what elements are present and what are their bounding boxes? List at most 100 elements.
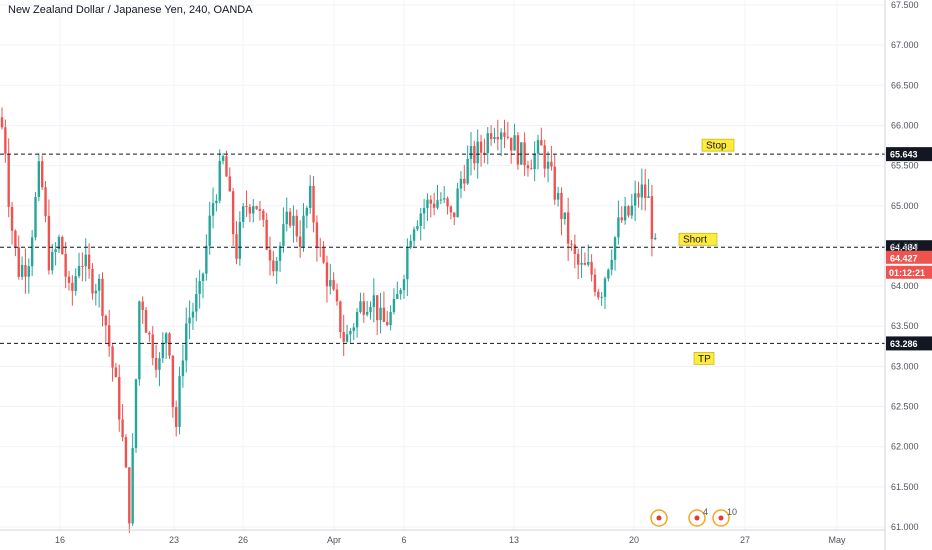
x-tick-label: 27 [740,535,750,545]
candle-body [516,135,520,165]
candle-body [221,156,225,161]
x-tick-label: 23 [169,535,179,545]
candle-body [379,307,382,321]
candle-body [319,247,322,249]
candle-body [91,268,94,294]
candle-body [443,198,446,200]
candle-body [27,266,30,277]
candle-body [483,152,486,154]
candle-body [496,136,499,140]
annotation-short[interactable] [678,232,718,246]
candle-body [473,146,476,164]
level-price-tag [886,240,932,255]
candle-body [121,419,124,438]
candle-body [138,301,141,380]
candle-body [144,309,148,333]
candle-body [570,243,573,245]
candle-body [359,301,362,312]
x-tick-label: 26 [238,535,248,545]
event-badge-count: 4 [703,507,708,517]
candle-body [372,295,376,307]
candle-body [168,333,171,356]
candle-body [171,355,175,408]
candle-body [587,261,590,265]
candle-body [392,298,396,312]
candle-body [550,161,553,167]
candle-body [84,254,87,267]
candle-body [563,212,566,220]
candle-body [389,311,392,326]
candle-body [282,224,285,246]
candle-body [20,265,24,277]
candle-body [332,280,335,290]
candle-body [453,212,456,218]
candle-body [218,160,221,201]
chart-grid [0,0,885,530]
y-tick-label: 63.000 [891,361,919,371]
candle-body [245,206,248,208]
candle-body [51,251,54,271]
candle-body [399,290,402,294]
candle-body [654,237,657,240]
candle-body [543,145,546,169]
candle-body [248,206,252,214]
candle-body [278,245,282,261]
candle-body [225,156,228,177]
candle-body [302,215,305,247]
candle-body [34,196,37,238]
candle-body [195,293,198,312]
event-dot-icon [718,515,724,521]
y-tick-label: 61.000 [891,522,919,532]
candle-body [128,467,131,524]
candle-body [215,200,218,204]
event-badge-count: 10 [727,507,737,517]
candle-body [590,261,593,275]
x-tick-label: 6 [401,535,406,545]
candle-body [362,301,365,315]
annotation-stop[interactable] [701,138,735,152]
candle-body [613,237,617,260]
candle-body [47,215,51,271]
event-badges: 4 10 [650,507,737,527]
candle-body [312,185,315,223]
candle-body [506,136,510,138]
last-price-label: 64.427 [890,253,918,263]
candle-body [322,247,325,263]
candle-body [396,293,399,299]
candle-body [382,307,386,322]
candle-body [268,249,272,261]
candle-body [603,278,607,297]
candle-body [436,200,439,208]
candle-body [633,193,637,206]
candle-body [305,207,309,216]
candle-body [513,135,516,151]
y-tick-label: 66.000 [891,120,919,130]
candle-body [355,311,359,328]
x-tick-label: May [828,535,846,545]
candle-body [593,274,597,292]
candle-body [154,357,158,370]
horizontal-levels: 65.643 Stop 64.484 Short 63.286 TP 64.427 01:12… [0,138,932,365]
candle-body [288,211,292,226]
candle-body [101,278,104,316]
candle-body [252,206,255,214]
candle-body [623,206,627,221]
candle-body [376,295,379,321]
candles [0,107,657,533]
candle-body [439,199,443,201]
candle-body [573,244,577,254]
candle-body [479,141,483,153]
annotation-tp[interactable] [693,352,715,365]
y-tick-label: 62.000 [891,442,919,452]
level-price-tag [886,336,932,351]
candle-body [409,240,412,248]
candle-body [64,254,67,277]
candle-body [510,137,513,151]
candle-body [520,142,523,165]
candle-body [446,198,449,207]
candle-body [432,203,436,208]
candle-body [422,208,426,214]
candle-body [111,346,114,368]
